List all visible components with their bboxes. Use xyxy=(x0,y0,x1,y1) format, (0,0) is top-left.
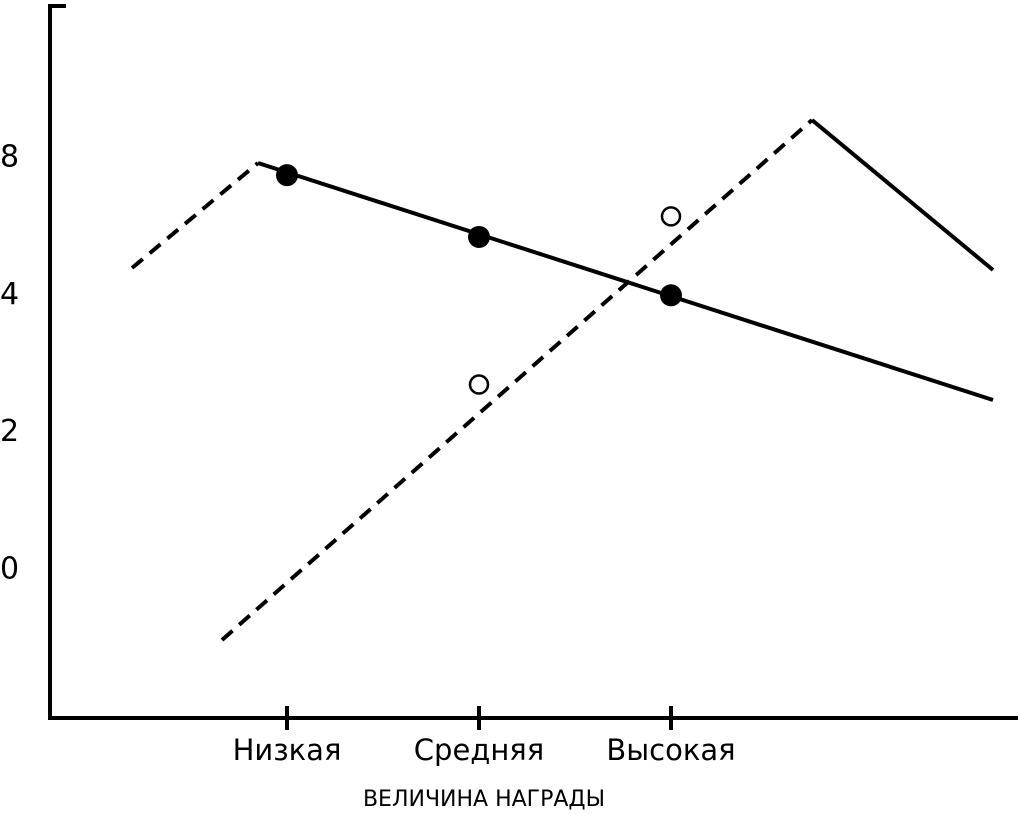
solid-line xyxy=(810,118,995,272)
dashed-line xyxy=(130,161,260,270)
y-tick-label: 4 xyxy=(0,277,19,312)
y-tick-label: 8 xyxy=(0,140,19,175)
data-point xyxy=(660,206,682,227)
data-point xyxy=(276,164,298,187)
trend-lines xyxy=(130,118,995,642)
y-tick-label: 2 xyxy=(0,414,19,449)
data-point xyxy=(468,374,490,395)
x-axis-label: ВЕЛИЧИНА НАГРАДЫ xyxy=(363,787,605,812)
x-tick-label: Низкая xyxy=(233,733,342,767)
x-tick-label: Высокая xyxy=(606,733,735,767)
data-point xyxy=(660,284,682,307)
solid-line xyxy=(257,161,994,402)
y-tick-label: 0 xyxy=(0,551,19,586)
x-tick-label: Средняя xyxy=(414,733,544,767)
dashed-line xyxy=(220,118,814,642)
axes xyxy=(48,4,1018,720)
axis-frame xyxy=(48,4,1018,720)
data-point xyxy=(468,225,490,248)
